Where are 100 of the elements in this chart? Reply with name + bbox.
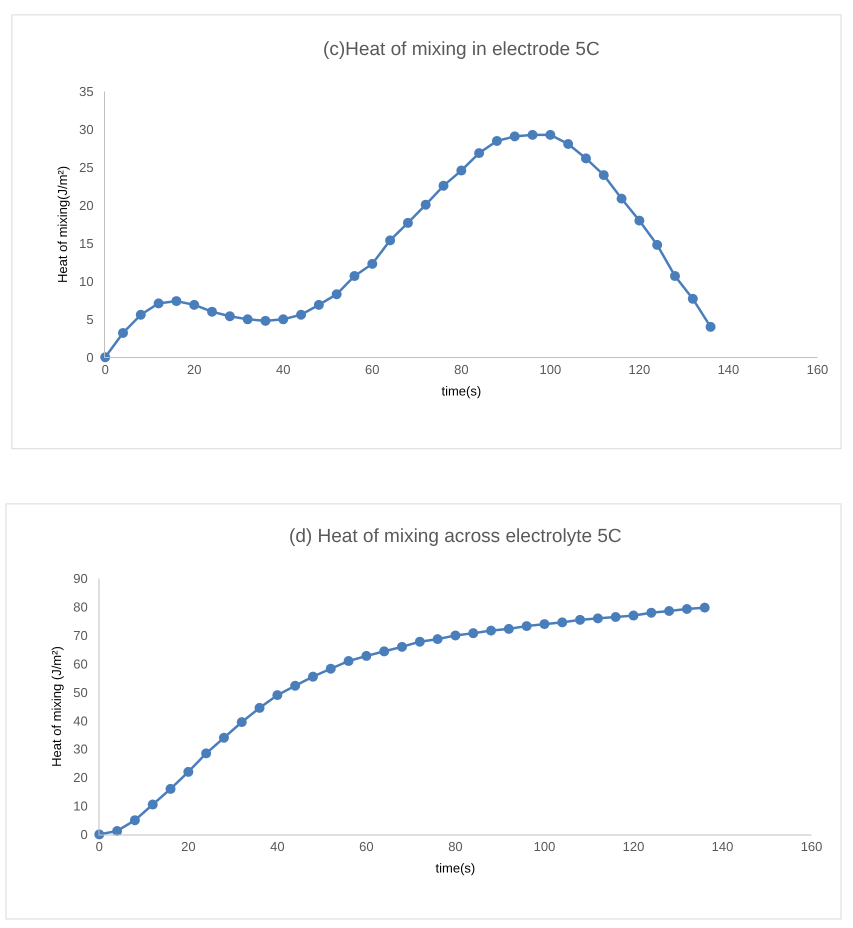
- x-tick-label: 160: [800, 839, 822, 854]
- x-tick-label: 140: [718, 362, 740, 377]
- y-tick-label: 15: [79, 236, 94, 251]
- x-tick-label: 40: [270, 839, 285, 854]
- point: [207, 306, 218, 317]
- x-tick-label: 20: [181, 839, 196, 854]
- point: [385, 235, 396, 246]
- point: [700, 602, 710, 613]
- point: [154, 298, 164, 308]
- point: [504, 624, 514, 634]
- point: [468, 628, 478, 638]
- point: [652, 240, 662, 250]
- point: [528, 130, 538, 140]
- point: [450, 630, 460, 640]
- point: [236, 717, 247, 728]
- y-tick-label: 10: [79, 274, 94, 289]
- point: [474, 148, 484, 158]
- point: [260, 316, 270, 326]
- point: [278, 314, 288, 324]
- y-tick-label: 35: [79, 84, 94, 100]
- y-tick-label: 30: [73, 742, 88, 757]
- y-tick-label: 0: [80, 826, 88, 842]
- point: [432, 634, 443, 644]
- point: [580, 153, 591, 164]
- point: [688, 294, 698, 304]
- x-tick-label: 60: [365, 362, 380, 377]
- point: [242, 314, 253, 324]
- point: [118, 328, 128, 338]
- point: [136, 310, 146, 320]
- point: [646, 608, 656, 618]
- x-tick-label: 20: [186, 362, 202, 377]
- point: [379, 646, 390, 656]
- point: [539, 619, 550, 630]
- point: [166, 784, 176, 794]
- point: [171, 296, 182, 306]
- point: [361, 650, 372, 661]
- x-tick-label: 100: [539, 362, 562, 377]
- x-tick-label: 80: [448, 839, 463, 854]
- point: [557, 617, 568, 628]
- point: [402, 218, 413, 228]
- point: [218, 732, 229, 743]
- x-tick-label: 120: [622, 839, 644, 854]
- chart-title: (d) Heat of mixing across electrolyte 5C: [289, 526, 622, 547]
- point: [349, 271, 360, 282]
- x-tick-label: 140: [712, 839, 734, 854]
- point: [492, 136, 502, 146]
- point: [670, 271, 680, 282]
- point: [332, 289, 342, 300]
- point: [664, 606, 674, 616]
- point: [456, 166, 466, 176]
- y-tick-label: 5: [86, 312, 94, 327]
- x-axis-title: time(s): [441, 383, 482, 398]
- y-tick-label: 0: [86, 350, 94, 365]
- point: [326, 664, 336, 674]
- point: [545, 130, 556, 140]
- point: [510, 131, 520, 142]
- x-tick-label: 60: [359, 839, 374, 854]
- point: [367, 258, 378, 269]
- x-tick-label: 0: [102, 362, 109, 377]
- point: [272, 690, 282, 700]
- x-axis-title: time(s): [436, 860, 476, 876]
- point: [592, 613, 603, 624]
- point: [628, 610, 638, 621]
- chart-title: (c)Heat of mixing in electrode 5C: [323, 39, 600, 60]
- point: [201, 748, 212, 758]
- point: [414, 636, 425, 647]
- y-tick-label: 70: [73, 628, 88, 643]
- y-axis-title: Heat of mixing(J/m²): [55, 166, 70, 283]
- point: [598, 170, 609, 180]
- point: [563, 138, 574, 149]
- point: [616, 194, 627, 204]
- y-tick-label: 20: [79, 198, 94, 213]
- x-tick-label: 40: [276, 362, 290, 377]
- y-tick-label: 50: [73, 684, 88, 700]
- y-tick-label: 40: [73, 713, 88, 728]
- y-axis-title: Heat of mixing (J/m²): [49, 646, 64, 767]
- point: [486, 626, 496, 636]
- point: [438, 180, 449, 191]
- y-tick-label: 90: [73, 571, 88, 586]
- point: [189, 300, 200, 310]
- y-tick-label: 20: [73, 770, 88, 786]
- y-tick-label: 25: [79, 160, 94, 176]
- point: [224, 311, 235, 322]
- point: [522, 621, 532, 632]
- point: [634, 216, 644, 226]
- point: [397, 642, 408, 652]
- point: [183, 766, 194, 777]
- point: [575, 614, 586, 625]
- y-tick-label: 10: [73, 798, 88, 814]
- point: [254, 702, 265, 713]
- point: [130, 815, 140, 826]
- point: [112, 826, 122, 836]
- x-tick-label: 120: [628, 362, 650, 377]
- x-tick-label: 160: [806, 362, 828, 377]
- y-tick-label: 80: [73, 600, 88, 615]
- y-tick-label: 60: [73, 656, 88, 672]
- point: [344, 656, 354, 666]
- x-tick-label: 100: [534, 839, 556, 854]
- point: [420, 200, 431, 210]
- point: [314, 300, 324, 310]
